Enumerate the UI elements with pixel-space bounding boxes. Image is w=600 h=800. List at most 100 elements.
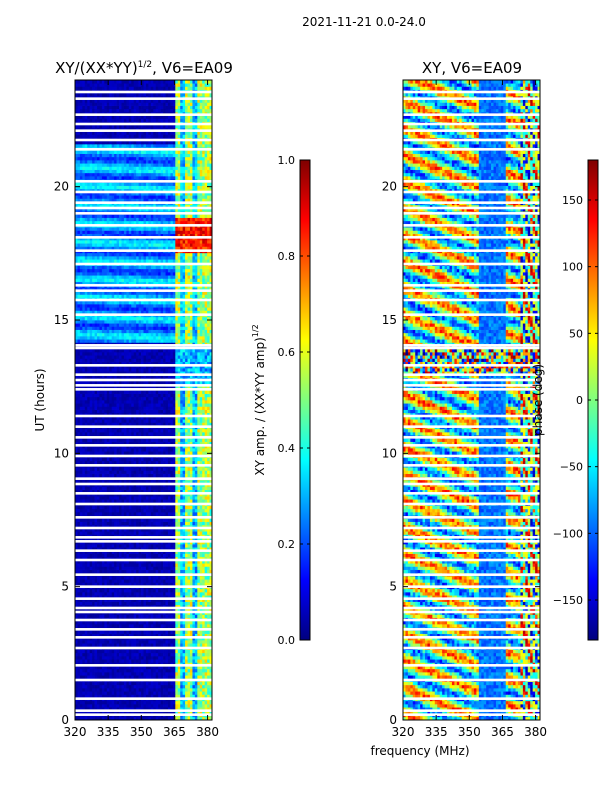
heatmap-cell	[170, 630, 174, 634]
heatmap-cell	[75, 668, 78, 673]
heatmap-cell	[109, 576, 113, 580]
heatmap-cell	[189, 595, 193, 599]
heatmap-cell	[114, 640, 117, 644]
heatmap-cell	[194, 556, 198, 561]
heatmap-cell	[77, 700, 81, 705]
heatmap-cell	[106, 595, 110, 599]
heatmap-cell	[94, 544, 98, 548]
heatmap-cell	[194, 601, 198, 606]
heatmap-cell	[187, 652, 191, 657]
heatmap-cell	[182, 700, 186, 705]
heatmap-cell	[150, 710, 154, 714]
heatmap-cell	[167, 707, 171, 711]
heatmap-cell	[150, 649, 154, 654]
heatmap-cell	[128, 486, 132, 490]
heatmap-cell	[111, 512, 115, 516]
heatmap-cell	[121, 563, 125, 567]
heatmap-cell	[106, 620, 110, 625]
heatmap-cell	[106, 710, 110, 714]
heatmap-cell	[160, 691, 164, 695]
heatmap-cell	[172, 438, 176, 442]
heatmap-cell	[165, 496, 169, 500]
heatmap-cell	[133, 620, 137, 625]
heatmap-cell	[172, 473, 176, 478]
heatmap-cell	[175, 537, 179, 542]
heatmap-cell	[82, 604, 86, 609]
heatmap-cell	[192, 438, 196, 442]
heatmap-cell	[204, 569, 208, 574]
heatmap-cell	[175, 512, 179, 516]
heatmap-cell	[121, 614, 125, 618]
heatmap-cell	[204, 588, 208, 593]
heatmap-cell	[106, 707, 110, 711]
heatmap-cell	[84, 675, 88, 679]
heatmap-cell	[94, 716, 98, 721]
heatmap-cell	[79, 707, 83, 711]
heatmap-cell	[111, 486, 115, 490]
heatmap-cell	[175, 710, 179, 714]
heatmap-cell	[104, 633, 108, 638]
heatmap-cell	[155, 467, 159, 471]
heatmap-cell	[92, 640, 95, 644]
heatmap-cell	[192, 633, 196, 638]
heatmap-cell	[104, 672, 108, 676]
heatmap-cell	[106, 659, 110, 663]
heatmap-cell	[99, 457, 103, 462]
heatmap-cell	[89, 656, 93, 660]
heatmap-cell	[109, 665, 113, 670]
heatmap-cell	[175, 675, 179, 679]
heatmap-cell	[167, 521, 171, 526]
heatmap-cell	[158, 582, 161, 586]
heatmap-cell	[163, 710, 166, 714]
heatmap-cell	[163, 672, 166, 676]
heatmap-cell	[128, 604, 132, 609]
heatmap-cell	[182, 556, 186, 561]
heatmap-cell	[165, 684, 169, 689]
heatmap-cell	[79, 704, 83, 708]
heatmap-cell	[185, 681, 188, 686]
heatmap-cell	[204, 640, 208, 644]
heatmap-cell	[209, 563, 213, 567]
heatmap-cell	[131, 668, 135, 673]
heatmap-cell	[119, 688, 122, 692]
heatmap-cell	[79, 656, 83, 660]
heatmap-cell	[155, 448, 159, 452]
heatmap-cell	[104, 579, 108, 583]
heatmap-cell	[106, 499, 110, 503]
heatmap-cell	[145, 649, 149, 654]
heatmap-cell	[175, 704, 179, 708]
heatmap-cell	[79, 486, 83, 490]
heatmap-cell	[99, 704, 103, 708]
heatmap-cell	[114, 675, 117, 679]
heatmap-cell	[145, 643, 149, 647]
heatmap-cell	[194, 633, 198, 638]
heatmap-cell	[163, 470, 166, 474]
heatmap-cell	[128, 624, 132, 628]
heatmap-cell	[175, 604, 179, 609]
heatmap-cell	[126, 486, 130, 490]
heatmap-cell	[165, 457, 169, 462]
heatmap-cell	[123, 553, 127, 558]
heatmap-cell	[209, 560, 213, 564]
heatmap-cell	[160, 499, 164, 503]
heatmap-cell	[180, 569, 183, 574]
heatmap-cell	[172, 598, 176, 602]
heatmap-cell	[165, 592, 169, 596]
heatmap-cell	[148, 505, 152, 510]
heatmap-cell	[170, 608, 174, 612]
heatmap-cell	[163, 707, 166, 711]
heatmap-cell	[82, 531, 86, 535]
heatmap-cell	[128, 512, 132, 516]
heatmap-cell	[165, 467, 169, 471]
heatmap-cell	[202, 691, 206, 695]
heatmap-cell	[87, 537, 91, 542]
heatmap-cell	[160, 604, 164, 609]
heatmap-cell	[87, 569, 91, 574]
heatmap-cell	[163, 659, 166, 663]
heatmap-cell	[123, 531, 127, 535]
heatmap-cell	[153, 595, 157, 599]
heatmap-cell	[175, 700, 179, 705]
heatmap-cell	[209, 640, 213, 644]
heatmap-cell	[185, 438, 188, 442]
heatmap-cell	[119, 550, 122, 554]
